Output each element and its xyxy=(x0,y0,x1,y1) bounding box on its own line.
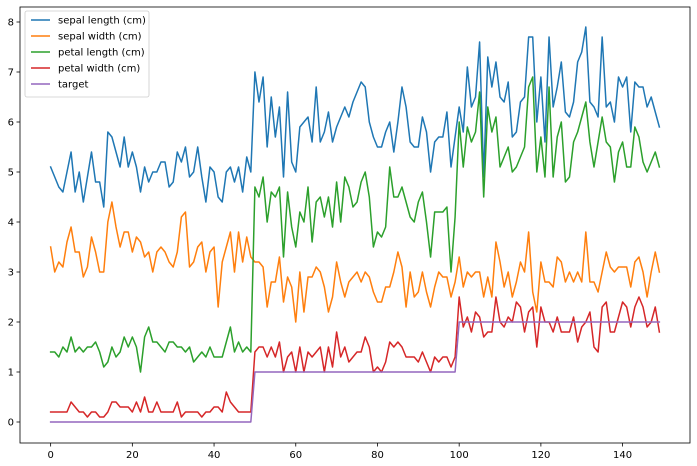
x-tick-label: 60 xyxy=(289,450,302,461)
series-line-sepal-width-cm xyxy=(49,201,661,323)
legend-label: petal length (cm) xyxy=(58,48,145,59)
series-line-sepal-length-cm xyxy=(49,26,661,208)
x-tick-label: 120 xyxy=(531,450,550,461)
series-line-petal-width-cm xyxy=(49,296,661,418)
y-tick-label: 3 xyxy=(8,268,14,279)
y-tick-label: 1 xyxy=(8,368,14,379)
x-tick-label: 40 xyxy=(208,450,221,461)
y-tick-label: 2 xyxy=(8,318,14,329)
x-tick-label: 0 xyxy=(47,450,53,461)
y-tick-label: 0 xyxy=(8,418,14,429)
legend-label: target xyxy=(58,80,88,91)
x-tick-label: 140 xyxy=(613,450,632,461)
y-tick-label: 7 xyxy=(8,68,14,79)
y-tick-label: 5 xyxy=(8,168,14,179)
y-tick-label: 4 xyxy=(8,218,14,229)
axes: 0 20 40 60 80 100 120 140 0 1 2 3 4 5 6 7 8 xyxy=(8,6,691,461)
series-line-target xyxy=(49,321,661,423)
legend-label: sepal width (cm) xyxy=(58,32,142,43)
legend-label: sepal length (cm) xyxy=(58,16,146,27)
x-tick-label: 80 xyxy=(371,450,384,461)
y-tick-label: 6 xyxy=(8,118,14,129)
plot-area xyxy=(49,26,661,423)
plot-frame xyxy=(19,6,691,444)
x-tick-label: 100 xyxy=(450,450,469,461)
legend-box xyxy=(24,10,150,98)
legend: sepal length (cm) sepal width (cm) petal l… xyxy=(24,10,150,98)
series-line-petal-length-cm xyxy=(49,76,661,373)
y-tick-label: 8 xyxy=(8,18,14,29)
legend-label: petal width (cm) xyxy=(58,64,140,75)
x-tick-label: 20 xyxy=(126,450,139,461)
